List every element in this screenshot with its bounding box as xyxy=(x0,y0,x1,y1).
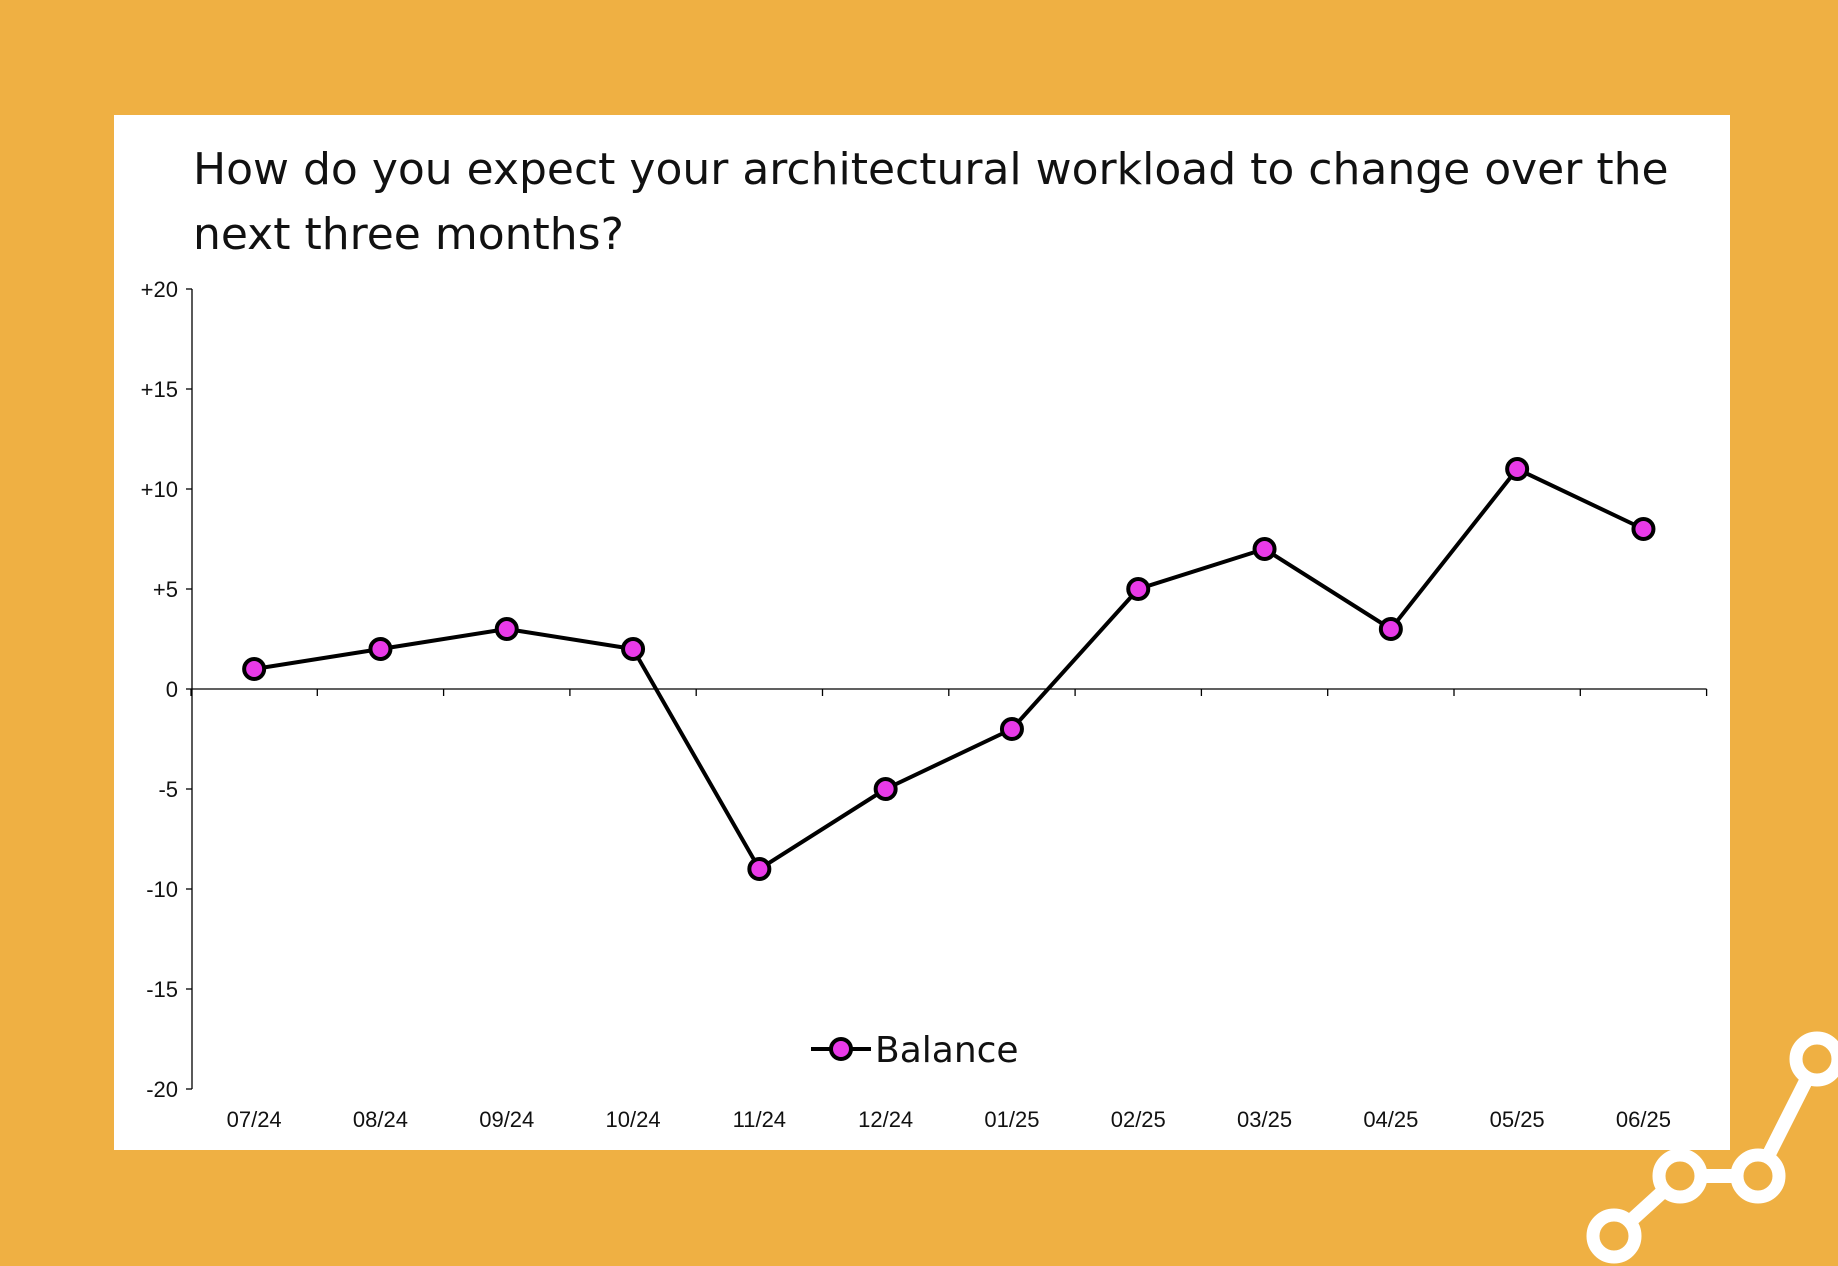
series-line xyxy=(253,467,1645,871)
data-point xyxy=(999,717,1024,741)
x-tick-label: 07/24 xyxy=(227,1107,282,1132)
chart-plot: +20 +15 +10 +5 0 -5 -10 -15 -20 07/24 08/24 09/24 10… xyxy=(141,277,1708,1132)
data-point xyxy=(494,617,519,641)
x-tick-label: 02/25 xyxy=(1111,1107,1166,1132)
x-tick-label: 01/25 xyxy=(984,1107,1039,1132)
data-point xyxy=(1252,537,1277,561)
data-point xyxy=(873,777,898,801)
legend-label: Balance xyxy=(875,1030,1019,1071)
y-tick-label: -10 xyxy=(146,877,178,902)
data-point xyxy=(1378,617,1403,641)
data-point xyxy=(1126,577,1151,601)
data-point xyxy=(621,637,646,661)
x-tick-label: 11/24 xyxy=(733,1107,786,1132)
chart-title: How do you expect your architectural wor… xyxy=(193,144,1669,260)
x-tick-label: 08/24 xyxy=(353,1107,408,1132)
y-tick-label: +10 xyxy=(141,477,178,502)
x-tick-label: 09/24 xyxy=(479,1107,534,1132)
x-tick-label: 03/25 xyxy=(1237,1107,1292,1132)
data-point xyxy=(1505,457,1530,481)
icon-node xyxy=(1652,1148,1708,1204)
data-point xyxy=(747,857,772,881)
y-tick-label: -20 xyxy=(146,1077,178,1102)
icon-node xyxy=(1789,1031,1838,1087)
y-tick-label: 0 xyxy=(166,677,178,702)
x-tick-label: 04/25 xyxy=(1363,1107,1418,1132)
y-tick-label: +15 xyxy=(141,377,178,402)
x-tick-label: 10/24 xyxy=(606,1107,661,1132)
data-point xyxy=(368,637,393,661)
data-point xyxy=(1631,517,1656,541)
y-tick-label: -15 xyxy=(146,977,178,1002)
data-point xyxy=(242,657,267,681)
icon-node xyxy=(1586,1208,1642,1264)
y-tick-label: -5 xyxy=(158,777,178,802)
icon-node xyxy=(1730,1148,1786,1204)
chart-card: How do you expect your architectural wor… xyxy=(114,115,1730,1150)
icon-connector xyxy=(1607,1052,1824,1243)
x-tick-label: 05/25 xyxy=(1490,1107,1545,1132)
legend-marker xyxy=(829,1037,853,1061)
y-tick-label: +5 xyxy=(153,577,178,602)
y-tick-label: +20 xyxy=(141,277,178,302)
x-tick-label: 12/24 xyxy=(858,1107,913,1132)
x-tick-label: 06/25 xyxy=(1616,1107,1671,1132)
